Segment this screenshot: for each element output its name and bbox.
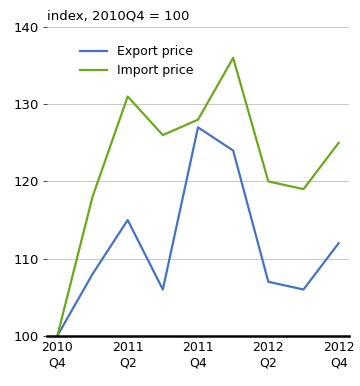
Export price: [55, 334, 59, 338]
Import price: [90, 195, 95, 199]
Line: Export price: Export price: [57, 127, 339, 336]
Import price: [55, 334, 59, 338]
Export price: [90, 272, 95, 276]
Export price: [231, 148, 235, 153]
Import price: [266, 179, 270, 184]
Import price: [337, 141, 341, 145]
Text: index, 2010Q4 = 100: index, 2010Q4 = 100: [47, 10, 189, 23]
Export price: [196, 125, 200, 130]
Import price: [126, 94, 130, 99]
Import price: [231, 56, 235, 60]
Export price: [126, 218, 130, 222]
Export price: [337, 241, 341, 245]
Import price: [196, 117, 200, 122]
Export price: [161, 287, 165, 292]
Export price: [266, 279, 270, 284]
Legend: Export price, Import price: Export price, Import price: [77, 42, 196, 80]
Import price: [161, 133, 165, 137]
Line: Import price: Import price: [57, 58, 339, 336]
Import price: [301, 187, 306, 191]
Export price: [301, 287, 306, 292]
